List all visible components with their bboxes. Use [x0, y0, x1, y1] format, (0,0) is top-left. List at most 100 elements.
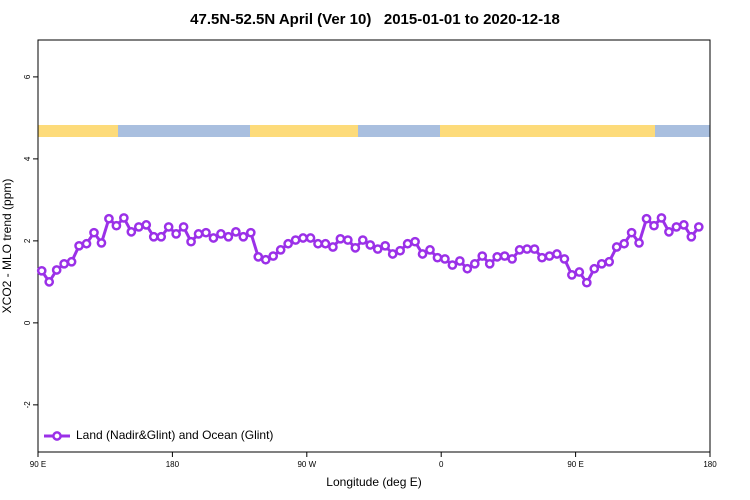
ocean-band: [118, 125, 250, 137]
point: [410, 236, 420, 247]
point: [574, 267, 585, 277]
point: [290, 235, 301, 245]
ocean-band: [655, 125, 710, 137]
point: [335, 233, 346, 244]
point: [141, 220, 152, 230]
point: [253, 252, 264, 262]
point: [649, 220, 659, 231]
point: [380, 240, 391, 251]
point: [581, 277, 592, 288]
point: [372, 244, 383, 254]
land-band: [440, 125, 655, 137]
point: [484, 258, 495, 269]
point: [626, 227, 637, 238]
ocean-band: [358, 125, 440, 137]
point: [201, 227, 211, 238]
point: [507, 254, 517, 264]
point: [589, 263, 600, 274]
point: [679, 220, 689, 230]
point: [522, 244, 532, 254]
point: [238, 231, 249, 242]
point: [619, 238, 629, 249]
point: [231, 227, 241, 237]
point: [171, 229, 181, 239]
point: [119, 213, 129, 223]
point: [529, 244, 540, 254]
point: [499, 251, 510, 261]
x-axis-label: Longitude (deg E): [326, 475, 421, 489]
point: [305, 233, 316, 243]
point: [59, 258, 69, 269]
x-tick-label: 180: [166, 460, 180, 469]
x-tick-label: 180: [703, 460, 717, 469]
y-tick-label: 2: [23, 238, 32, 243]
land-band: [38, 125, 118, 137]
point: [343, 235, 353, 245]
point: [611, 242, 622, 252]
point: [417, 249, 428, 259]
point: [328, 242, 338, 252]
point: [552, 249, 562, 259]
point: [686, 231, 697, 242]
point: [133, 222, 144, 232]
point: [395, 245, 405, 256]
point: [74, 240, 84, 251]
y-tick-label: 6: [23, 74, 32, 79]
point: [469, 258, 480, 269]
point: [357, 235, 368, 245]
point: [193, 229, 204, 239]
point: [36, 265, 47, 276]
point: [365, 240, 376, 250]
point: [514, 245, 525, 255]
point: [462, 263, 473, 274]
point: [245, 227, 256, 238]
point: [477, 251, 488, 261]
point: [104, 213, 114, 224]
chart-title: 47.5N-52.5N April (Ver 10) 2015-01-01 to…: [190, 11, 560, 28]
point: [44, 277, 55, 287]
point: [567, 270, 577, 280]
y-tick-label: -2: [23, 401, 32, 409]
x-tick-label: 90 W: [297, 460, 316, 469]
point: [260, 254, 271, 265]
point: [51, 265, 62, 275]
point: [66, 256, 77, 267]
point: [156, 231, 167, 242]
map-strip: [38, 125, 710, 137]
legend-marker: [52, 431, 62, 441]
point: [320, 238, 331, 249]
point: [313, 238, 323, 249]
point: [81, 238, 92, 249]
plot-frame: [37, 39, 711, 453]
point: [671, 222, 682, 232]
point: [634, 238, 644, 248]
y-tick-label: 4: [23, 156, 32, 161]
point: [537, 252, 547, 263]
point: [693, 222, 704, 232]
point: [111, 220, 122, 231]
point: [455, 256, 465, 266]
x-tick-label: 90 E: [567, 460, 583, 469]
point: [440, 254, 450, 264]
point: [223, 231, 234, 242]
point: [208, 233, 219, 243]
point: [664, 227, 674, 237]
point: [596, 258, 607, 269]
legend-label: Land (Nadir&Glint) and Ocean (Glint): [76, 428, 273, 442]
point: [89, 227, 99, 238]
point: [492, 252, 503, 262]
point: [163, 222, 174, 232]
point: [559, 254, 570, 264]
point: [126, 227, 137, 237]
point: [425, 245, 435, 255]
point: [544, 251, 555, 261]
point: [604, 256, 615, 267]
point: [178, 222, 189, 232]
point: [641, 213, 652, 224]
point: [432, 252, 443, 263]
point: [275, 245, 286, 255]
point: [268, 251, 279, 261]
point: [298, 233, 308, 243]
point: [148, 231, 159, 242]
